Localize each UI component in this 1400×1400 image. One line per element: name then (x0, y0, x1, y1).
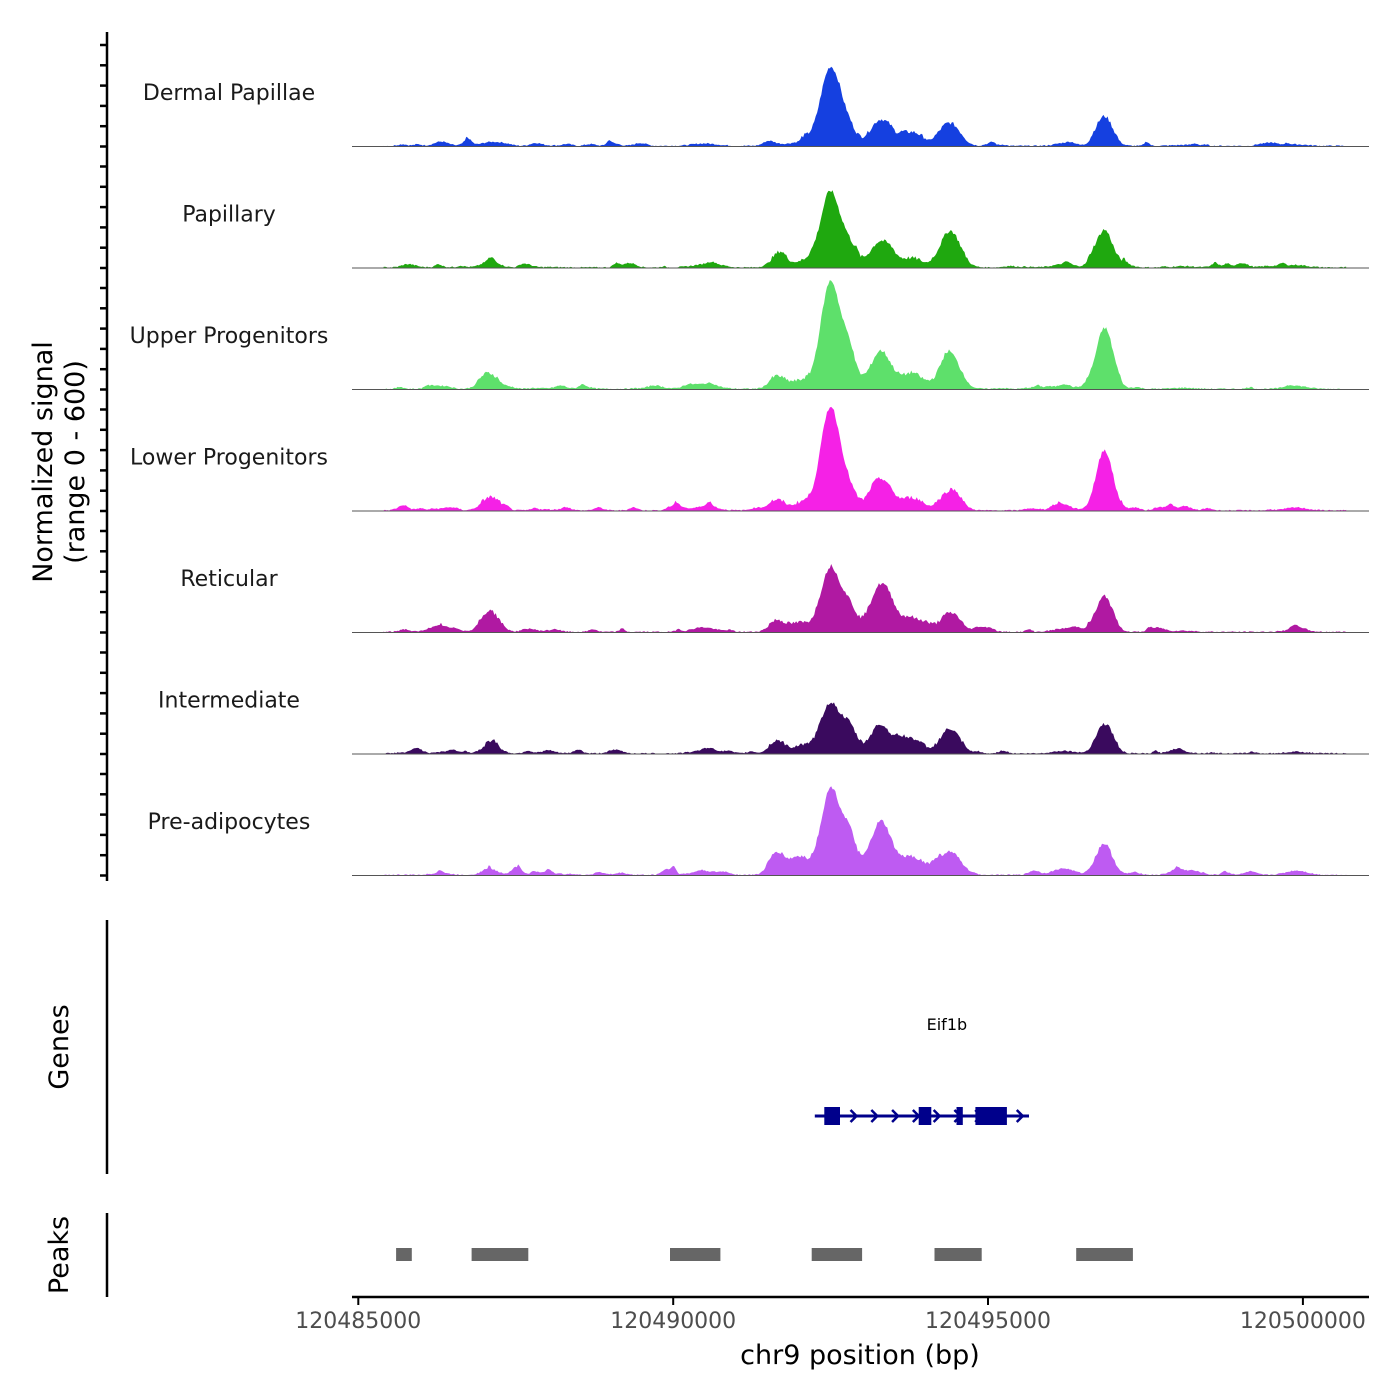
strand-arrow (849, 1109, 859, 1123)
coverage-area (383, 786, 1347, 876)
peak-regions (396, 1248, 1133, 1261)
track-label: Pre-adipocytes (148, 810, 311, 835)
track-label: Dermal Papillae (143, 81, 315, 106)
x-axis-title: chr9 position (bp) (740, 1340, 980, 1371)
track-label: Upper Progenitors (130, 324, 329, 349)
exon (956, 1107, 963, 1125)
x-ticks: 120485000 120490000 120495000 120500000 (295, 1297, 1366, 1334)
coverage-area (383, 280, 1347, 390)
track-reticular: Reticular (180, 564, 1369, 633)
exon (975, 1107, 1007, 1125)
gene-label: Eif1b (927, 1015, 968, 1034)
track-label: Reticular (180, 567, 278, 592)
peaks-panel: Peaks (44, 1213, 1133, 1297)
genes-panel: Genes Eif1b (44, 920, 1029, 1174)
y-axis-title-line1: Normalized signal (28, 341, 59, 583)
track-label: Intermediate (158, 689, 300, 714)
strand-arrow (870, 1109, 880, 1123)
peak-region (396, 1248, 412, 1261)
peaks-axis-title: Peaks (44, 1216, 75, 1294)
peak-region (1076, 1248, 1133, 1261)
track-papillary: Papillary (182, 190, 1369, 269)
track-upper-progenitors: Upper Progenitors (130, 280, 1369, 390)
x-axis: 120485000 120490000 120495000 120500000 chr… (295, 1295, 1369, 1371)
coverage-area (383, 406, 1347, 511)
strand-arrow (891, 1109, 900, 1123)
track-lower-progenitors: Lower Progenitors (130, 406, 1369, 512)
peak-region (670, 1248, 721, 1261)
coverage-area (383, 702, 1347, 754)
left-axes (100, 32, 109, 881)
track-pre-adipocytes: Pre-adipocytes (148, 786, 1369, 876)
coverage-area (383, 564, 1347, 633)
track-dermal-papillae: Dermal Papillae (143, 66, 1369, 147)
x-tick-label: 120495000 (925, 1309, 1051, 1334)
peak-region (471, 1248, 529, 1261)
peak-region (811, 1248, 863, 1261)
gene-models: Eif1b (814, 1015, 1029, 1125)
x-tick-label: 120500000 (1240, 1309, 1366, 1334)
track-label: Papillary (182, 203, 276, 228)
x-tick-label: 120485000 (295, 1309, 421, 1334)
coverage-area (383, 190, 1347, 268)
track-intermediate: Intermediate (158, 689, 1369, 755)
coverage-tracks: Dermal Papillae Papillary Upper Progenitor… (130, 66, 1369, 876)
x-tick-label: 120490000 (610, 1309, 736, 1334)
coverage-area (383, 66, 1347, 147)
y-axis-title-line2: (range 0 - 600) (60, 360, 91, 564)
exon (918, 1107, 932, 1125)
strand-arrow (932, 1109, 942, 1123)
exon (824, 1107, 840, 1125)
track-label: Lower Progenitors (130, 446, 328, 471)
genes-axis-title: Genes (44, 1004, 75, 1089)
gene-eif1b: Eif1b (814, 1015, 1029, 1125)
peak-region (934, 1248, 982, 1261)
strand-arrow (1015, 1109, 1025, 1123)
